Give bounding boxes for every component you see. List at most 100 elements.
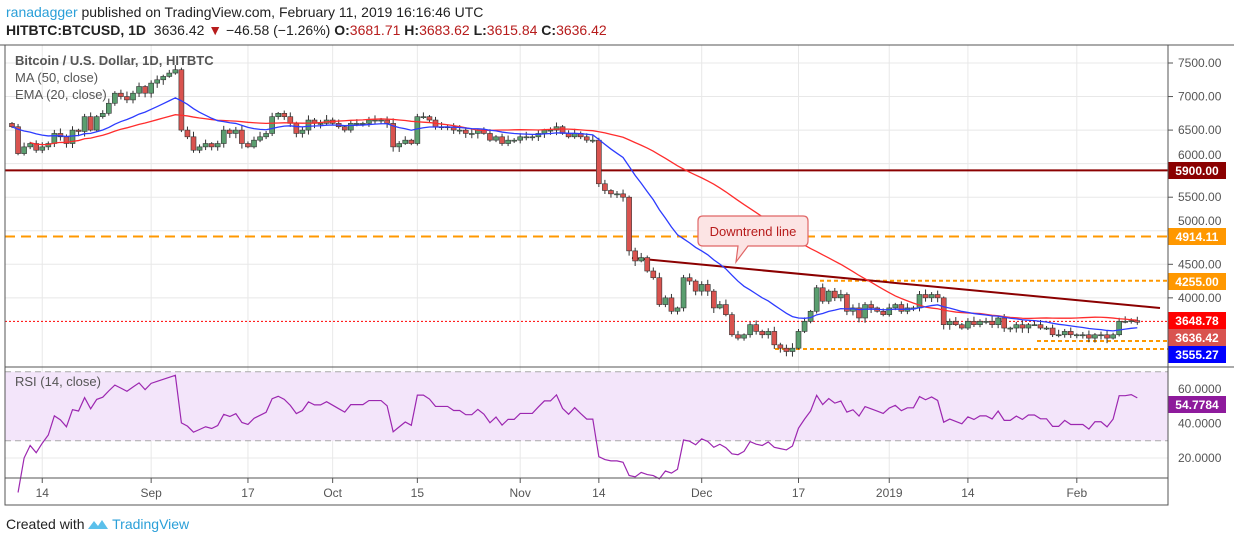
candle-up — [269, 116, 275, 134]
candle-up — [517, 136, 524, 141]
symbol-info: HITBTC:BTCUSD, 1D 3636.42 ▼ −46.58 (−1.2… — [6, 22, 607, 38]
candle-up — [1116, 321, 1122, 336]
candle-down — [989, 321, 995, 325]
candle-down — [245, 143, 251, 148]
candle-up — [305, 119, 312, 131]
candle-up — [765, 331, 772, 336]
candle-up — [789, 347, 796, 352]
candle-up — [263, 133, 269, 138]
candle-up — [299, 129, 306, 134]
high-label: H: — [404, 22, 420, 38]
x-tick-label: 15 — [411, 486, 425, 500]
x-tick-label: Sep — [140, 486, 162, 500]
candle-up — [148, 82, 154, 94]
candle-up — [946, 321, 953, 325]
x-tick-label: Dec — [691, 486, 712, 500]
price-label-text: 3555.27 — [1175, 348, 1219, 362]
footer: Created with TradingView — [6, 516, 189, 532]
candle-down — [922, 294, 929, 299]
ema-20-line — [11, 97, 1138, 332]
rsi-value-text: 54.7784 — [1175, 398, 1219, 412]
price-label-text: 4255.00 — [1175, 275, 1219, 289]
price-tick-label: 7500.00 — [1178, 56, 1222, 70]
candle-down — [281, 113, 288, 117]
open-value: 3681.71 — [349, 22, 401, 38]
price-tick-label: 7000.00 — [1178, 90, 1222, 104]
candle-up — [589, 139, 596, 142]
price-label-text: 3636.42 — [1175, 331, 1219, 345]
candle-up — [420, 116, 427, 118]
ema-legend[interactable]: EMA (20, close) — [15, 87, 107, 102]
candle-down — [644, 257, 651, 272]
last-price: 3636.42 — [153, 22, 205, 38]
x-tick-label: Feb — [1066, 486, 1087, 500]
candle-down — [723, 304, 729, 315]
candle-down — [184, 129, 191, 138]
candle-up — [136, 86, 142, 94]
candle-down — [959, 324, 965, 329]
x-tick-label: 14 — [961, 486, 975, 500]
candle-down — [583, 136, 590, 141]
author-link[interactable]: ranadagger — [6, 4, 78, 20]
candle-up — [674, 307, 681, 312]
callout-bubble — [697, 215, 809, 265]
close-label: C: — [541, 22, 557, 38]
candle-down — [1086, 334, 1092, 339]
candle-down — [9, 123, 15, 128]
candle-up — [317, 123, 324, 125]
candle-up — [523, 136, 530, 139]
candle-up — [93, 116, 100, 131]
candle-up — [154, 79, 160, 84]
candle-down — [819, 287, 826, 302]
ma-legend[interactable]: MA (50, close) — [15, 70, 98, 85]
x-tick-label: 2019 — [876, 486, 903, 500]
candle-up — [747, 324, 753, 336]
candle-up — [698, 284, 705, 292]
candle-up — [862, 304, 868, 319]
candle-up — [1031, 324, 1038, 326]
candle-up — [1098, 334, 1104, 337]
candle-up — [81, 116, 88, 132]
candle-up — [220, 129, 227, 144]
tradingview-logo-icon — [88, 517, 109, 529]
candle-down — [426, 116, 433, 121]
rsi-value-badge — [1168, 396, 1226, 413]
price-label-badge — [1168, 228, 1226, 245]
candle-up — [106, 102, 112, 114]
candle-up — [214, 143, 221, 148]
candle-down — [692, 280, 699, 292]
candle-up — [928, 294, 935, 299]
candle-down — [1134, 320, 1141, 323]
candle-up — [166, 72, 173, 77]
candle-up — [275, 113, 282, 117]
candle-down — [390, 123, 396, 148]
price-label-badge — [1168, 312, 1226, 329]
candle-down — [856, 307, 862, 319]
price-label-badge — [1168, 346, 1226, 363]
candle-down — [227, 129, 233, 134]
candle-up — [27, 143, 33, 148]
open-label: O: — [334, 22, 350, 38]
price-tick-label: 4500.00 — [1178, 257, 1222, 271]
candle-up — [1007, 327, 1014, 330]
low-label: L: — [473, 22, 487, 38]
candle-up — [662, 297, 669, 305]
rsi-tick-label: 40.0000 — [1178, 417, 1222, 431]
x-tick-label: Nov — [510, 486, 531, 500]
downtrend-line[interactable] — [631, 257, 1161, 309]
candle-up — [160, 76, 167, 81]
candle-up — [995, 317, 1001, 325]
candle-up — [529, 136, 536, 139]
candle-up — [360, 123, 366, 125]
candle-down — [602, 183, 608, 191]
candle-down — [868, 304, 874, 309]
candle-down — [15, 126, 21, 154]
low-value: 3615.84 — [486, 22, 538, 38]
rsi-legend[interactable]: RSI (14, close) — [15, 374, 101, 389]
candle-up — [39, 146, 46, 151]
tradingview-link[interactable]: TradingView — [112, 516, 190, 532]
candle-up — [505, 139, 511, 144]
rsi-line — [17, 374, 1138, 493]
candle-down — [208, 143, 215, 148]
